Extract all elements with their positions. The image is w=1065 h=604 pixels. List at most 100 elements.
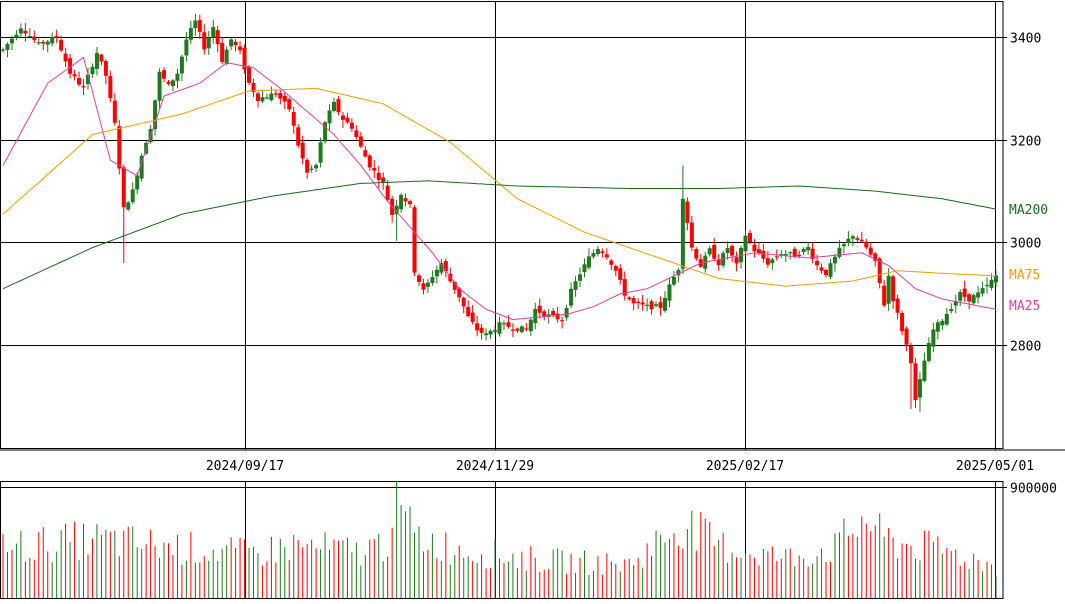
candle-body xyxy=(658,302,663,308)
price-tick-label: 2800 xyxy=(1010,340,1041,355)
candle-body xyxy=(139,155,144,179)
ma-line-ma200 xyxy=(2,180,997,290)
candle-body xyxy=(479,327,484,333)
date-tick-label: 2025/02/17 xyxy=(706,459,784,474)
ma-line-ma25 xyxy=(2,56,997,321)
date-tick-label: 2024/11/29 xyxy=(456,459,534,474)
candle-body xyxy=(940,320,945,326)
candle-body xyxy=(721,253,726,266)
candle-body xyxy=(399,194,404,210)
candle-body xyxy=(412,207,417,273)
candle-body xyxy=(797,254,802,257)
candle-body xyxy=(162,70,167,79)
candle-body xyxy=(622,279,627,296)
candle-body xyxy=(792,248,797,257)
candle-body xyxy=(542,311,547,317)
candle-body xyxy=(636,301,641,304)
candle-body xyxy=(179,56,184,74)
candle-body xyxy=(806,247,811,251)
candle-body xyxy=(224,49,229,65)
candle-body xyxy=(9,38,14,44)
candle-body xyxy=(175,73,180,81)
candle-body xyxy=(452,281,457,290)
candle-body xyxy=(5,43,10,50)
candle-body xyxy=(434,269,439,277)
candle-body xyxy=(864,241,869,248)
candle-body xyxy=(372,167,377,171)
candle-body xyxy=(694,249,699,259)
candle-body xyxy=(962,288,967,297)
candle-body xyxy=(443,261,448,272)
candle-body xyxy=(287,99,292,110)
candle-body xyxy=(282,95,287,102)
candle-body xyxy=(466,306,471,316)
ma-line-ma75 xyxy=(2,87,997,287)
candle-body xyxy=(416,275,421,282)
candle-body xyxy=(515,328,520,331)
candle-body xyxy=(949,309,954,312)
candle-body xyxy=(1,49,5,51)
candle-body xyxy=(394,205,399,215)
candle-body xyxy=(752,244,757,252)
candle-body xyxy=(913,363,918,401)
candle-body xyxy=(242,47,247,70)
candle-body xyxy=(238,46,243,51)
candle-body xyxy=(68,58,73,74)
candle-body xyxy=(493,330,498,332)
candle-body xyxy=(994,275,998,283)
price-tick-label: 3000 xyxy=(1010,237,1041,252)
candle-body xyxy=(470,312,475,322)
candle-body xyxy=(944,313,949,325)
candle-body xyxy=(36,42,41,44)
candle-body xyxy=(882,285,887,306)
legend-ma25: MA25 xyxy=(1009,299,1040,314)
candle-body xyxy=(618,268,623,280)
candle-body xyxy=(707,248,712,255)
candle-body xyxy=(157,71,162,101)
candle-body xyxy=(904,328,909,345)
candle-body xyxy=(327,110,332,124)
candle-body xyxy=(153,100,158,130)
candle-body xyxy=(564,307,569,318)
candle-body xyxy=(900,313,905,332)
candle-body xyxy=(645,304,650,306)
candle-body xyxy=(859,239,864,242)
candle-body xyxy=(730,245,735,256)
candle-body xyxy=(41,41,46,44)
candle-body xyxy=(94,52,99,69)
candle-body xyxy=(202,32,207,50)
candle-body xyxy=(501,323,506,325)
candle-body xyxy=(135,175,140,190)
candle-body xyxy=(609,260,614,265)
candle-body xyxy=(783,254,788,256)
legend-ma75: MA75 xyxy=(1009,268,1040,283)
candle-body xyxy=(935,322,940,332)
candle-body xyxy=(18,28,23,34)
candle-body xyxy=(873,253,878,261)
candle-body xyxy=(640,302,645,305)
candle-body xyxy=(260,97,265,102)
candle-body xyxy=(126,202,131,210)
candle-body xyxy=(654,304,659,306)
candle-body xyxy=(90,66,95,75)
candle-body xyxy=(170,80,175,87)
candle-body xyxy=(712,244,717,259)
candle-body xyxy=(475,323,480,331)
candle-body xyxy=(953,300,958,306)
candle-body xyxy=(631,298,636,304)
candle-body xyxy=(770,259,775,264)
candle-body xyxy=(314,165,319,169)
price-frame xyxy=(0,1,1004,449)
candle-body xyxy=(273,93,278,95)
candle-body xyxy=(197,20,202,32)
candle-body xyxy=(23,30,28,34)
candle-body xyxy=(582,264,587,272)
candle-body xyxy=(663,297,667,311)
candle-body xyxy=(340,115,345,120)
candle-body xyxy=(206,37,211,49)
candle-body xyxy=(555,313,560,320)
candle-body xyxy=(488,330,493,335)
candle-body xyxy=(510,329,515,331)
candle-body xyxy=(425,282,430,287)
candle-body xyxy=(725,248,730,254)
